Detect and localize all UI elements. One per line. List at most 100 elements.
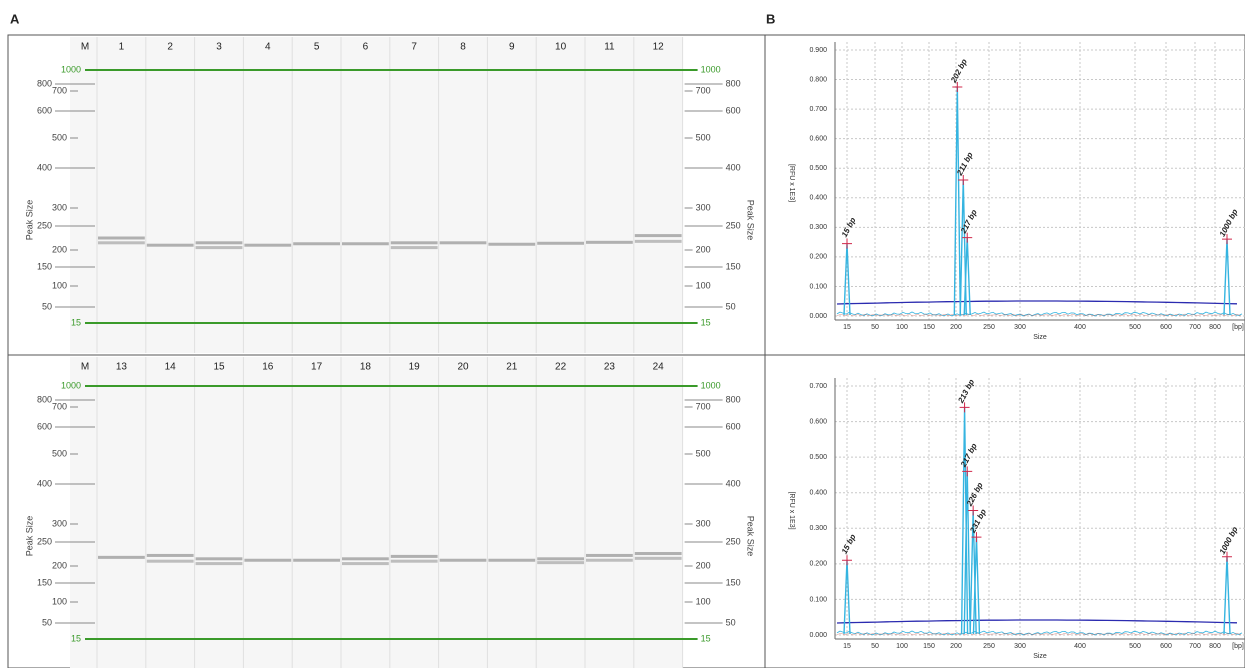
gel-band	[342, 557, 389, 561]
gel-band	[634, 239, 682, 243]
gel-band	[98, 555, 145, 559]
y-tick-label: 0.600	[809, 136, 827, 143]
ladder-label: 100	[696, 596, 711, 606]
lane-label: 8	[460, 42, 466, 53]
gel-band	[586, 240, 633, 244]
gel-band	[244, 243, 292, 247]
x-axis-title: Size	[1033, 334, 1047, 341]
y-tick-label: 0.700	[809, 106, 827, 113]
y-tick-label: 0.500	[809, 454, 827, 461]
axis-title: Peak Size	[746, 200, 756, 241]
frame	[7, 34, 1245, 668]
ladder-label: 500	[52, 448, 67, 458]
x-tick-label: 50	[871, 324, 879, 331]
x-tick-label: 800	[1209, 324, 1221, 331]
x-tick-label: 200	[950, 324, 962, 331]
axis-title: Peak Size	[24, 200, 34, 241]
peak-marker	[959, 402, 970, 413]
x-tick-label: 100	[896, 643, 908, 650]
x-tick-label: 300	[1014, 643, 1026, 650]
gel-band	[244, 558, 292, 562]
ladder-label: 15	[71, 633, 81, 643]
ladder-label: 15	[701, 633, 711, 643]
x-unit-label: [bp]	[1232, 324, 1244, 331]
lane-label: 16	[262, 362, 274, 373]
lane-label: 13	[116, 362, 128, 373]
ladder-label: 200	[52, 244, 67, 254]
lane-label: 15	[213, 362, 225, 373]
y-tick-label: 0.200	[809, 254, 827, 261]
gel-band	[586, 558, 633, 562]
y-tick-label: 0.000	[809, 632, 827, 639]
gel-band	[634, 556, 682, 560]
lane-label: 1	[119, 42, 125, 53]
x-tick-label: 15	[843, 324, 851, 331]
y-tick-label: 0.200	[809, 561, 827, 568]
y-tick-label: 0.300	[809, 525, 827, 532]
x-tick-label: 700	[1189, 643, 1201, 650]
peak-marker	[1222, 234, 1232, 245]
panel-label: B	[766, 11, 775, 26]
ladder-label: 400	[726, 162, 741, 172]
gel-band	[98, 236, 145, 240]
gel-background	[70, 357, 683, 668]
gel-band	[195, 241, 243, 245]
ladder-label: 50	[726, 301, 736, 311]
ladder-label: 250	[726, 220, 741, 230]
ladder-label: 200	[696, 560, 711, 570]
x-tick-label: 400	[1074, 643, 1086, 650]
lane-label: 21	[506, 362, 518, 373]
lane-label: 18	[360, 362, 372, 373]
peak-marker	[962, 232, 973, 243]
x-tick-label: 800	[1209, 643, 1221, 650]
ladder-label: 300	[52, 202, 67, 212]
ladder-label: 700	[696, 401, 711, 411]
ladder-label: 600	[37, 105, 52, 115]
ladder-label: 50	[726, 617, 736, 627]
gel-band	[634, 234, 682, 238]
ladder-label: 500	[696, 132, 711, 142]
peak-marker	[842, 555, 852, 566]
ladder-label: 15	[701, 317, 711, 327]
ladder-label: 700	[52, 85, 67, 95]
x-tick-label: 600	[1160, 324, 1172, 331]
ladder-label: 200	[52, 560, 67, 570]
y-tick-label: 0.400	[809, 490, 827, 497]
ladder-label: 100	[52, 596, 67, 606]
ladder-label: 700	[696, 85, 711, 95]
gel-band	[342, 562, 389, 566]
lane-label: 23	[604, 362, 616, 373]
ladder-label: 400	[37, 162, 52, 172]
y-tick-label: 0.600	[809, 418, 827, 425]
gel-band	[342, 242, 389, 246]
ladder-label: 1000	[61, 380, 81, 390]
axis-title: Peak Size	[746, 516, 756, 557]
x-tick-label: 600	[1160, 643, 1172, 650]
y-tick-label: 0.100	[809, 596, 827, 603]
baseline	[836, 619, 1238, 624]
peak-marker	[968, 505, 979, 516]
ladder-label: 250	[726, 536, 741, 546]
ladder-label: 800	[726, 78, 741, 88]
ladder-label: 400	[37, 478, 52, 488]
peak-marker	[971, 532, 982, 543]
x-tick-label: 500	[1129, 643, 1141, 650]
noise-trace	[836, 313, 1242, 317]
x-axis-title: Size	[1033, 653, 1047, 660]
gel-band	[146, 559, 194, 563]
lane-label: 9	[509, 42, 515, 53]
gel-band	[488, 242, 536, 246]
gel-band	[634, 552, 682, 556]
ladder-label: 250	[37, 220, 52, 230]
peak-marker	[952, 81, 963, 92]
x-tick-label: 300	[1014, 324, 1026, 331]
gel-band	[390, 554, 438, 558]
y-tick-label: 0.500	[809, 165, 827, 172]
ladder-label: 600	[726, 421, 741, 431]
gel-band	[439, 241, 487, 245]
ladder-label: 300	[52, 518, 67, 528]
x-tick-label: 50	[871, 643, 879, 650]
y-tick-label: 0.300	[809, 224, 827, 231]
ladder-label: 15	[71, 317, 81, 327]
